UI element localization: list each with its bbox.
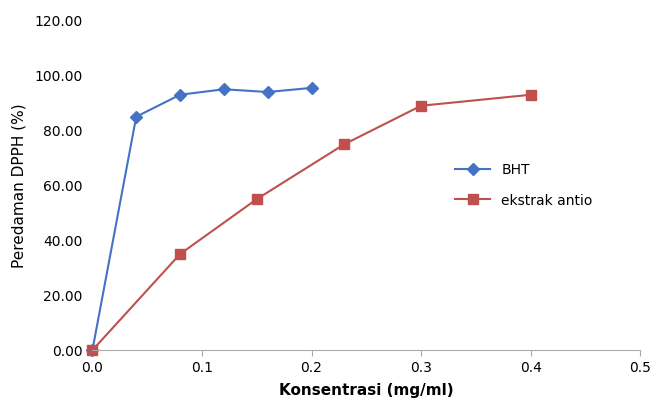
Legend: BHT, ekstrak antio: BHT, ekstrak antio — [455, 163, 593, 208]
ekstrak antio — [417, 103, 425, 108]
Line: ekstrak antio: ekstrak antio — [88, 90, 535, 355]
BHT — [308, 85, 315, 90]
BHT — [132, 114, 140, 119]
BHT — [264, 89, 272, 94]
BHT — [88, 348, 96, 353]
BHT — [220, 87, 228, 92]
ekstrak antio — [88, 348, 96, 353]
ekstrak antio — [527, 92, 535, 97]
BHT — [176, 92, 184, 97]
Line: BHT: BHT — [88, 84, 315, 354]
ekstrak antio — [253, 197, 261, 201]
ekstrak antio — [176, 252, 184, 257]
ekstrak antio — [341, 142, 348, 147]
X-axis label: Konsentrasi (mg/ml): Konsentrasi (mg/ml) — [279, 383, 453, 398]
Y-axis label: Peredaman DPPH (%): Peredaman DPPH (%) — [11, 103, 26, 268]
